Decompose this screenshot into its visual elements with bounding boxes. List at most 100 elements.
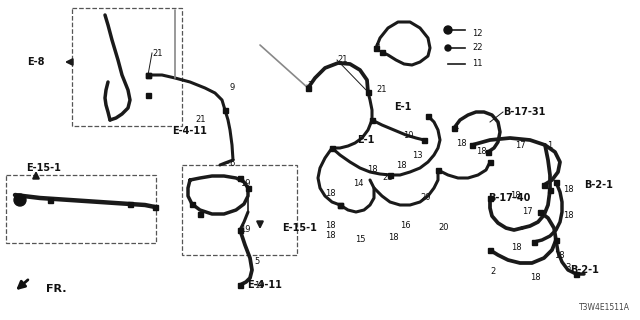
Text: 18: 18 — [563, 211, 573, 220]
Bar — [541, 182, 547, 188]
Text: 18: 18 — [511, 244, 522, 252]
Text: 22: 22 — [472, 44, 483, 52]
Text: 15: 15 — [355, 236, 365, 244]
Bar — [554, 237, 559, 243]
Text: B-17-31: B-17-31 — [503, 107, 545, 117]
Bar — [554, 180, 559, 185]
Bar — [145, 92, 150, 98]
Text: B-17-40: B-17-40 — [488, 193, 531, 203]
Bar — [365, 90, 371, 94]
Bar — [237, 228, 243, 233]
Text: 4: 4 — [454, 124, 460, 132]
Text: 20: 20 — [420, 194, 431, 203]
Text: 7: 7 — [307, 81, 312, 90]
Bar — [198, 212, 202, 217]
Text: 18: 18 — [367, 165, 378, 174]
Text: 3: 3 — [565, 263, 570, 273]
Bar — [152, 204, 157, 210]
Text: 18: 18 — [325, 188, 335, 197]
Text: 1: 1 — [547, 140, 552, 149]
Bar — [145, 73, 150, 77]
Text: 18: 18 — [325, 220, 335, 229]
Bar — [451, 125, 456, 131]
Text: 18: 18 — [530, 273, 541, 282]
Bar — [422, 138, 426, 142]
Text: E-4-11: E-4-11 — [172, 126, 207, 136]
Text: 2: 2 — [490, 268, 495, 276]
Text: 12: 12 — [472, 28, 483, 37]
Bar — [305, 85, 310, 91]
Text: 6: 6 — [229, 158, 234, 167]
Text: E-4-11: E-4-11 — [247, 280, 282, 290]
Bar — [488, 196, 493, 201]
Bar — [127, 202, 132, 206]
Text: 18: 18 — [388, 234, 399, 243]
Bar — [470, 142, 474, 148]
Text: 16: 16 — [400, 220, 411, 229]
Bar — [246, 186, 250, 190]
Bar — [380, 50, 385, 54]
Circle shape — [14, 194, 26, 206]
Bar — [538, 210, 543, 214]
Bar — [223, 108, 227, 113]
Text: E-8: E-8 — [28, 57, 45, 67]
Text: 17: 17 — [522, 207, 532, 217]
Bar — [237, 283, 243, 287]
Text: 21: 21 — [382, 173, 392, 182]
Bar — [531, 239, 536, 244]
Text: 11: 11 — [472, 59, 483, 68]
Text: 14: 14 — [353, 179, 364, 188]
Text: 5: 5 — [254, 258, 259, 267]
Bar — [387, 172, 392, 178]
Bar — [573, 271, 579, 276]
Bar — [330, 146, 335, 150]
Text: E-15-1: E-15-1 — [282, 223, 317, 233]
Bar — [426, 114, 431, 118]
Bar — [374, 45, 378, 51]
Bar — [337, 203, 342, 207]
Text: 18: 18 — [554, 251, 564, 260]
Text: 18: 18 — [476, 148, 486, 156]
Bar — [547, 188, 552, 193]
Text: 18: 18 — [456, 139, 467, 148]
Text: FR.: FR. — [46, 284, 67, 294]
Bar — [47, 197, 52, 203]
Text: 19: 19 — [240, 226, 250, 235]
Bar — [237, 175, 243, 180]
Text: 19: 19 — [240, 179, 250, 188]
Circle shape — [444, 26, 452, 34]
Bar — [189, 202, 195, 206]
Text: 18: 18 — [325, 230, 335, 239]
Text: 8: 8 — [374, 44, 380, 52]
Text: T3W4E1511A: T3W4E1511A — [579, 303, 630, 312]
Text: E-1: E-1 — [394, 102, 412, 112]
Text: 9: 9 — [230, 83, 236, 92]
Text: 21: 21 — [376, 85, 387, 94]
Text: B-2-1: B-2-1 — [584, 180, 613, 190]
Text: 21: 21 — [195, 116, 205, 124]
Text: 21: 21 — [337, 55, 348, 65]
Text: 18: 18 — [510, 191, 520, 201]
Text: 19: 19 — [254, 281, 264, 290]
Bar — [435, 167, 440, 172]
Text: 21: 21 — [152, 49, 163, 58]
Text: 13: 13 — [412, 150, 422, 159]
Bar — [488, 247, 493, 252]
Bar — [488, 159, 493, 164]
Text: 17: 17 — [515, 140, 525, 149]
Bar — [337, 203, 342, 207]
Bar — [6, 175, 156, 243]
Text: 18: 18 — [563, 186, 573, 195]
Circle shape — [445, 45, 451, 51]
Text: 18: 18 — [396, 161, 406, 170]
Bar — [145, 73, 150, 77]
Text: 10: 10 — [403, 131, 413, 140]
Bar — [486, 149, 490, 155]
Text: 20: 20 — [438, 223, 449, 233]
Bar — [72, 8, 182, 126]
Text: E-1: E-1 — [357, 135, 374, 145]
Text: E-15-1: E-15-1 — [26, 163, 61, 173]
Text: B-2-1: B-2-1 — [570, 265, 599, 275]
Bar — [369, 117, 374, 123]
Bar — [182, 165, 297, 255]
